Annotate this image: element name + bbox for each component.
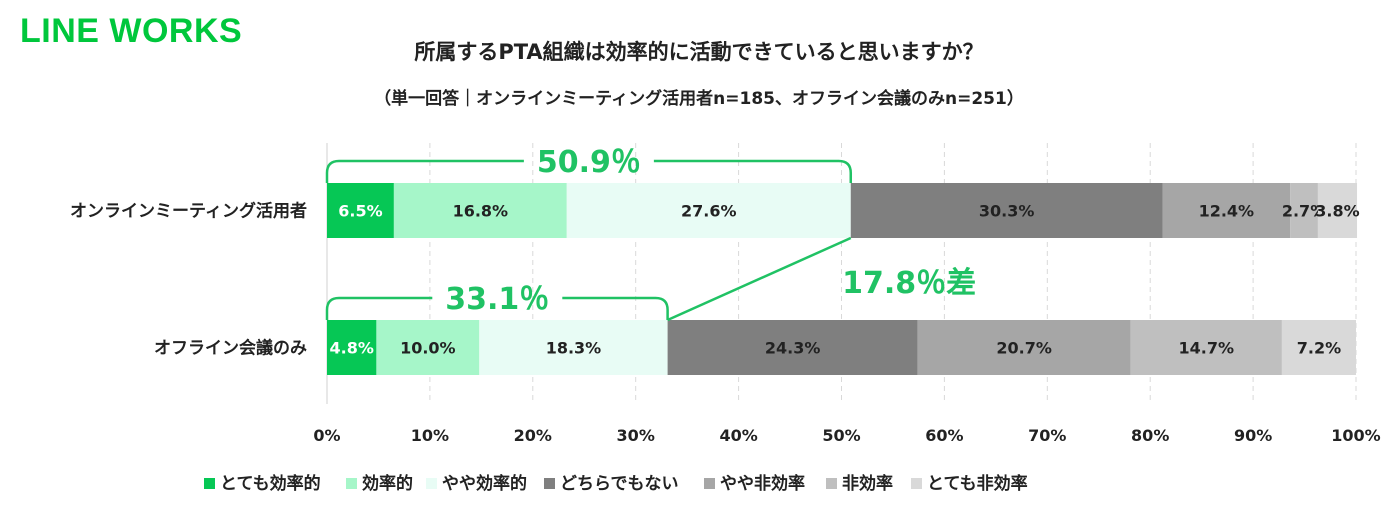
data-label: 7.2% [1297, 339, 1341, 358]
bar-segment [376, 320, 480, 375]
legend-label: 非効率 [842, 473, 893, 494]
data-label: 12.4% [1199, 202, 1255, 221]
bracket-line [562, 296, 669, 320]
data-label: 18.3% [546, 339, 602, 358]
line-works-logo: LINE WORKS [20, 12, 243, 50]
legend-label: やや効率的 [442, 473, 527, 494]
bar-segment [1317, 183, 1358, 238]
bar-segment [1130, 320, 1282, 375]
x-tick-label: 10% [411, 426, 449, 445]
data-label: 24.3% [765, 339, 821, 358]
bar-segment [393, 183, 567, 238]
bar-segment [667, 320, 918, 375]
x-tick-label: 20% [514, 426, 552, 445]
bar-segment [1290, 183, 1318, 238]
bracket-line [653, 159, 853, 183]
data-label: 3.8% [1315, 202, 1359, 221]
category-label: オンラインミーティング活用者 [70, 201, 307, 222]
x-tick-label: 0% [313, 426, 340, 445]
legend-label: どちらでもない [560, 474, 679, 494]
legend-swatch [204, 478, 215, 489]
legend-swatch [426, 478, 437, 489]
data-label: 4.8% [330, 339, 374, 358]
bar-segment [1162, 183, 1291, 238]
data-label: 30.3% [979, 202, 1035, 221]
x-tick-label: 90% [1234, 426, 1272, 445]
data-label: 20.7% [996, 339, 1052, 358]
legend-swatch [704, 478, 715, 489]
x-tick-label: 30% [617, 426, 655, 445]
legend-swatch [911, 478, 922, 489]
chart-subtitle: （単一回答｜オンラインミーティング活用者n=185、オフライン会議のみn=251… [374, 89, 1024, 109]
legend-swatch [544, 478, 555, 489]
category-label: オフライン会議のみ [154, 338, 307, 359]
bracket-line [325, 296, 433, 320]
bar-segment [917, 320, 1131, 375]
data-label: 14.7% [1179, 339, 1235, 358]
legend-swatch [346, 478, 357, 489]
x-tick-label: 40% [719, 426, 757, 445]
x-tick-label: 80% [1131, 426, 1169, 445]
legend-label: やや非効率 [720, 473, 805, 494]
bracket-total-label: 33.1％ [445, 282, 549, 317]
bar-segment [850, 183, 1163, 238]
x-tick-label: 60% [925, 426, 963, 445]
bar-segment [327, 183, 394, 238]
bar-segment [566, 183, 851, 238]
legend-swatch [826, 478, 837, 489]
bracket-total-label: 50.9％ [537, 145, 641, 180]
data-label: 2.7% [1282, 202, 1326, 221]
data-label: 10.0% [400, 339, 456, 358]
legend-label: とても非効率 [927, 473, 1028, 494]
x-tick-label: 70% [1028, 426, 1066, 445]
data-label: 6.5% [338, 202, 382, 221]
bar-segment [1281, 320, 1356, 375]
difference-label: 17.8％差 [842, 266, 976, 301]
bracket-line [325, 159, 524, 183]
bar-segment [479, 320, 668, 375]
data-label: 27.6% [681, 202, 737, 221]
chart-title: 所属するPTA組織は効率的に活動できていると思いますか？ [414, 40, 984, 64]
x-tick-label: 50% [822, 426, 860, 445]
legend-label: 効率的 [362, 473, 413, 494]
x-tick-label: 100% [1331, 426, 1380, 445]
difference-connector [667, 236, 852, 322]
legend-label: とても効率的 [220, 473, 321, 494]
bar-segment [327, 320, 377, 375]
data-label: 16.8% [453, 202, 509, 221]
